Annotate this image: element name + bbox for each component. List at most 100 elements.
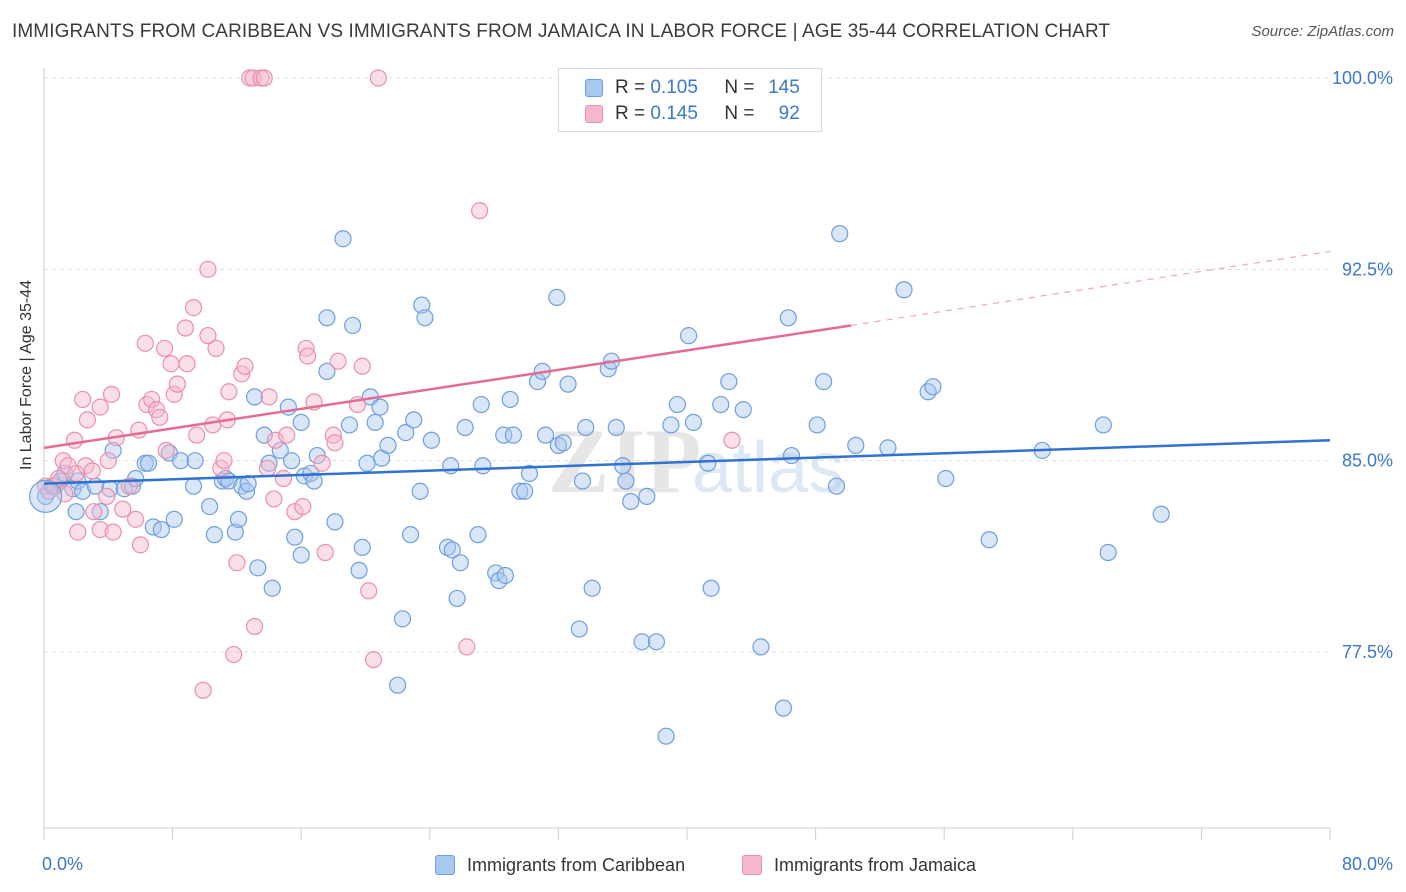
caribbean-point (895, 281, 913, 299)
caribbean-point (405, 411, 423, 429)
chart-title: IMMIGRANTS FROM CARIBBEAN VS IMMIGRANTS … (12, 21, 1111, 42)
jamaica-point (188, 426, 206, 444)
caribbean-point (334, 230, 352, 248)
y-tick-label: 92.5% (1342, 259, 1393, 279)
n-value: 145 (768, 77, 800, 98)
jamaica-legend-swatch (742, 855, 762, 875)
caribbean-point (607, 418, 625, 437)
caribbean-point (516, 482, 534, 500)
jamaica-point (329, 352, 347, 370)
caribbean-point (292, 546, 310, 564)
x-tick-label: 80.0% (1342, 854, 1393, 874)
caribbean-point (438, 538, 457, 557)
caribbean-point (924, 378, 942, 396)
jamaica-point (114, 500, 132, 518)
jamaica-point (65, 431, 84, 449)
jamaica-point (266, 431, 285, 449)
watermark-atlas: atlas (692, 428, 844, 508)
jamaica-point (194, 681, 212, 699)
jamaica-point (178, 355, 196, 373)
caribbean-point (292, 413, 310, 431)
jamaica-point (255, 69, 273, 87)
jamaica-point (278, 426, 296, 444)
caribbean-point (469, 526, 487, 544)
caribbean-point (702, 579, 720, 597)
jamaica-point (54, 452, 72, 470)
jamaica-point (204, 416, 222, 434)
caribbean-point (980, 531, 998, 549)
caribbean-point (229, 510, 248, 528)
caribbean-point (662, 416, 680, 434)
jamaica-point (294, 497, 312, 516)
jamaica-point (69, 523, 87, 541)
caribbean-point (104, 441, 122, 460)
caribbean-point (720, 372, 738, 391)
caribbean-point (614, 457, 632, 475)
caribbean-point (495, 426, 513, 444)
caribbean-trendline (43, 439, 1331, 485)
caribbean-point (67, 503, 85, 521)
caribbean-point (559, 375, 577, 393)
jamaica-point (458, 638, 476, 656)
jamaica-point (299, 347, 317, 365)
caribbean-point (255, 426, 273, 444)
jamaica-point (127, 510, 145, 528)
jamaica-point (85, 503, 103, 521)
jamaica-point (364, 651, 383, 669)
caribbean-point (350, 561, 368, 579)
jamaica-point (91, 520, 109, 539)
jamaica-point (151, 408, 169, 426)
caribbean-point (344, 316, 362, 335)
jamaica-point (316, 543, 334, 562)
caribbean-point (416, 309, 434, 327)
jamaica-point (236, 357, 254, 375)
bottom-legend-caribbean: Immigrants from Caribbean (435, 853, 685, 877)
jamaica-point (258, 459, 277, 477)
jamaica-point (326, 434, 344, 452)
caribbean-point (638, 487, 656, 505)
caribbean-point (397, 424, 415, 442)
jamaica-point (260, 388, 278, 406)
caribbean-point (165, 510, 183, 528)
caribbean-point (573, 472, 592, 490)
jamaica-point (73, 390, 92, 409)
caribbean-point (200, 497, 219, 516)
caribbean-point (657, 727, 675, 745)
caribbean-point (879, 439, 897, 457)
caribbean-point (91, 503, 109, 521)
jamaica-point (157, 441, 175, 460)
caribbean-point (815, 372, 833, 391)
n-label: N = (724, 103, 755, 124)
jamaica-point (120, 477, 138, 495)
jamaica-point (225, 645, 243, 664)
caribbean-point (847, 436, 865, 454)
caribbean-point (442, 457, 460, 475)
source-label: Source: ZipAtlas.com (1251, 23, 1394, 40)
caribbean-point (472, 395, 490, 414)
jamaica-point (184, 299, 203, 317)
jamaica-point (83, 462, 101, 480)
jamaica-point (102, 385, 121, 403)
caribbean-point (263, 579, 281, 597)
caribbean-point (139, 454, 158, 472)
caribbean-point (474, 457, 492, 475)
jamaica-legend-label: Immigrants from Jamaica (774, 854, 977, 875)
jamaica-point (104, 523, 122, 541)
r-value: 0.105 (650, 77, 698, 98)
caribbean-point (379, 436, 397, 454)
caribbean-point (622, 492, 640, 511)
caribbean-point (389, 676, 407, 694)
caribbean-point (411, 482, 429, 500)
caribbean-point (536, 426, 555, 444)
jamaica-point (228, 554, 246, 572)
caribbean-point (353, 538, 371, 557)
jamaica-point (199, 260, 217, 278)
caribbean-point (305, 472, 323, 490)
caribbean-point (340, 416, 359, 434)
jamaica-point (353, 357, 371, 375)
caribbean-legend-label: Immigrants from Caribbean (467, 854, 686, 875)
jamaica-point (245, 617, 264, 636)
caribbean-point (184, 477, 203, 495)
jamaica-trendline-extension (850, 250, 1331, 327)
caribbean-point (451, 554, 469, 572)
